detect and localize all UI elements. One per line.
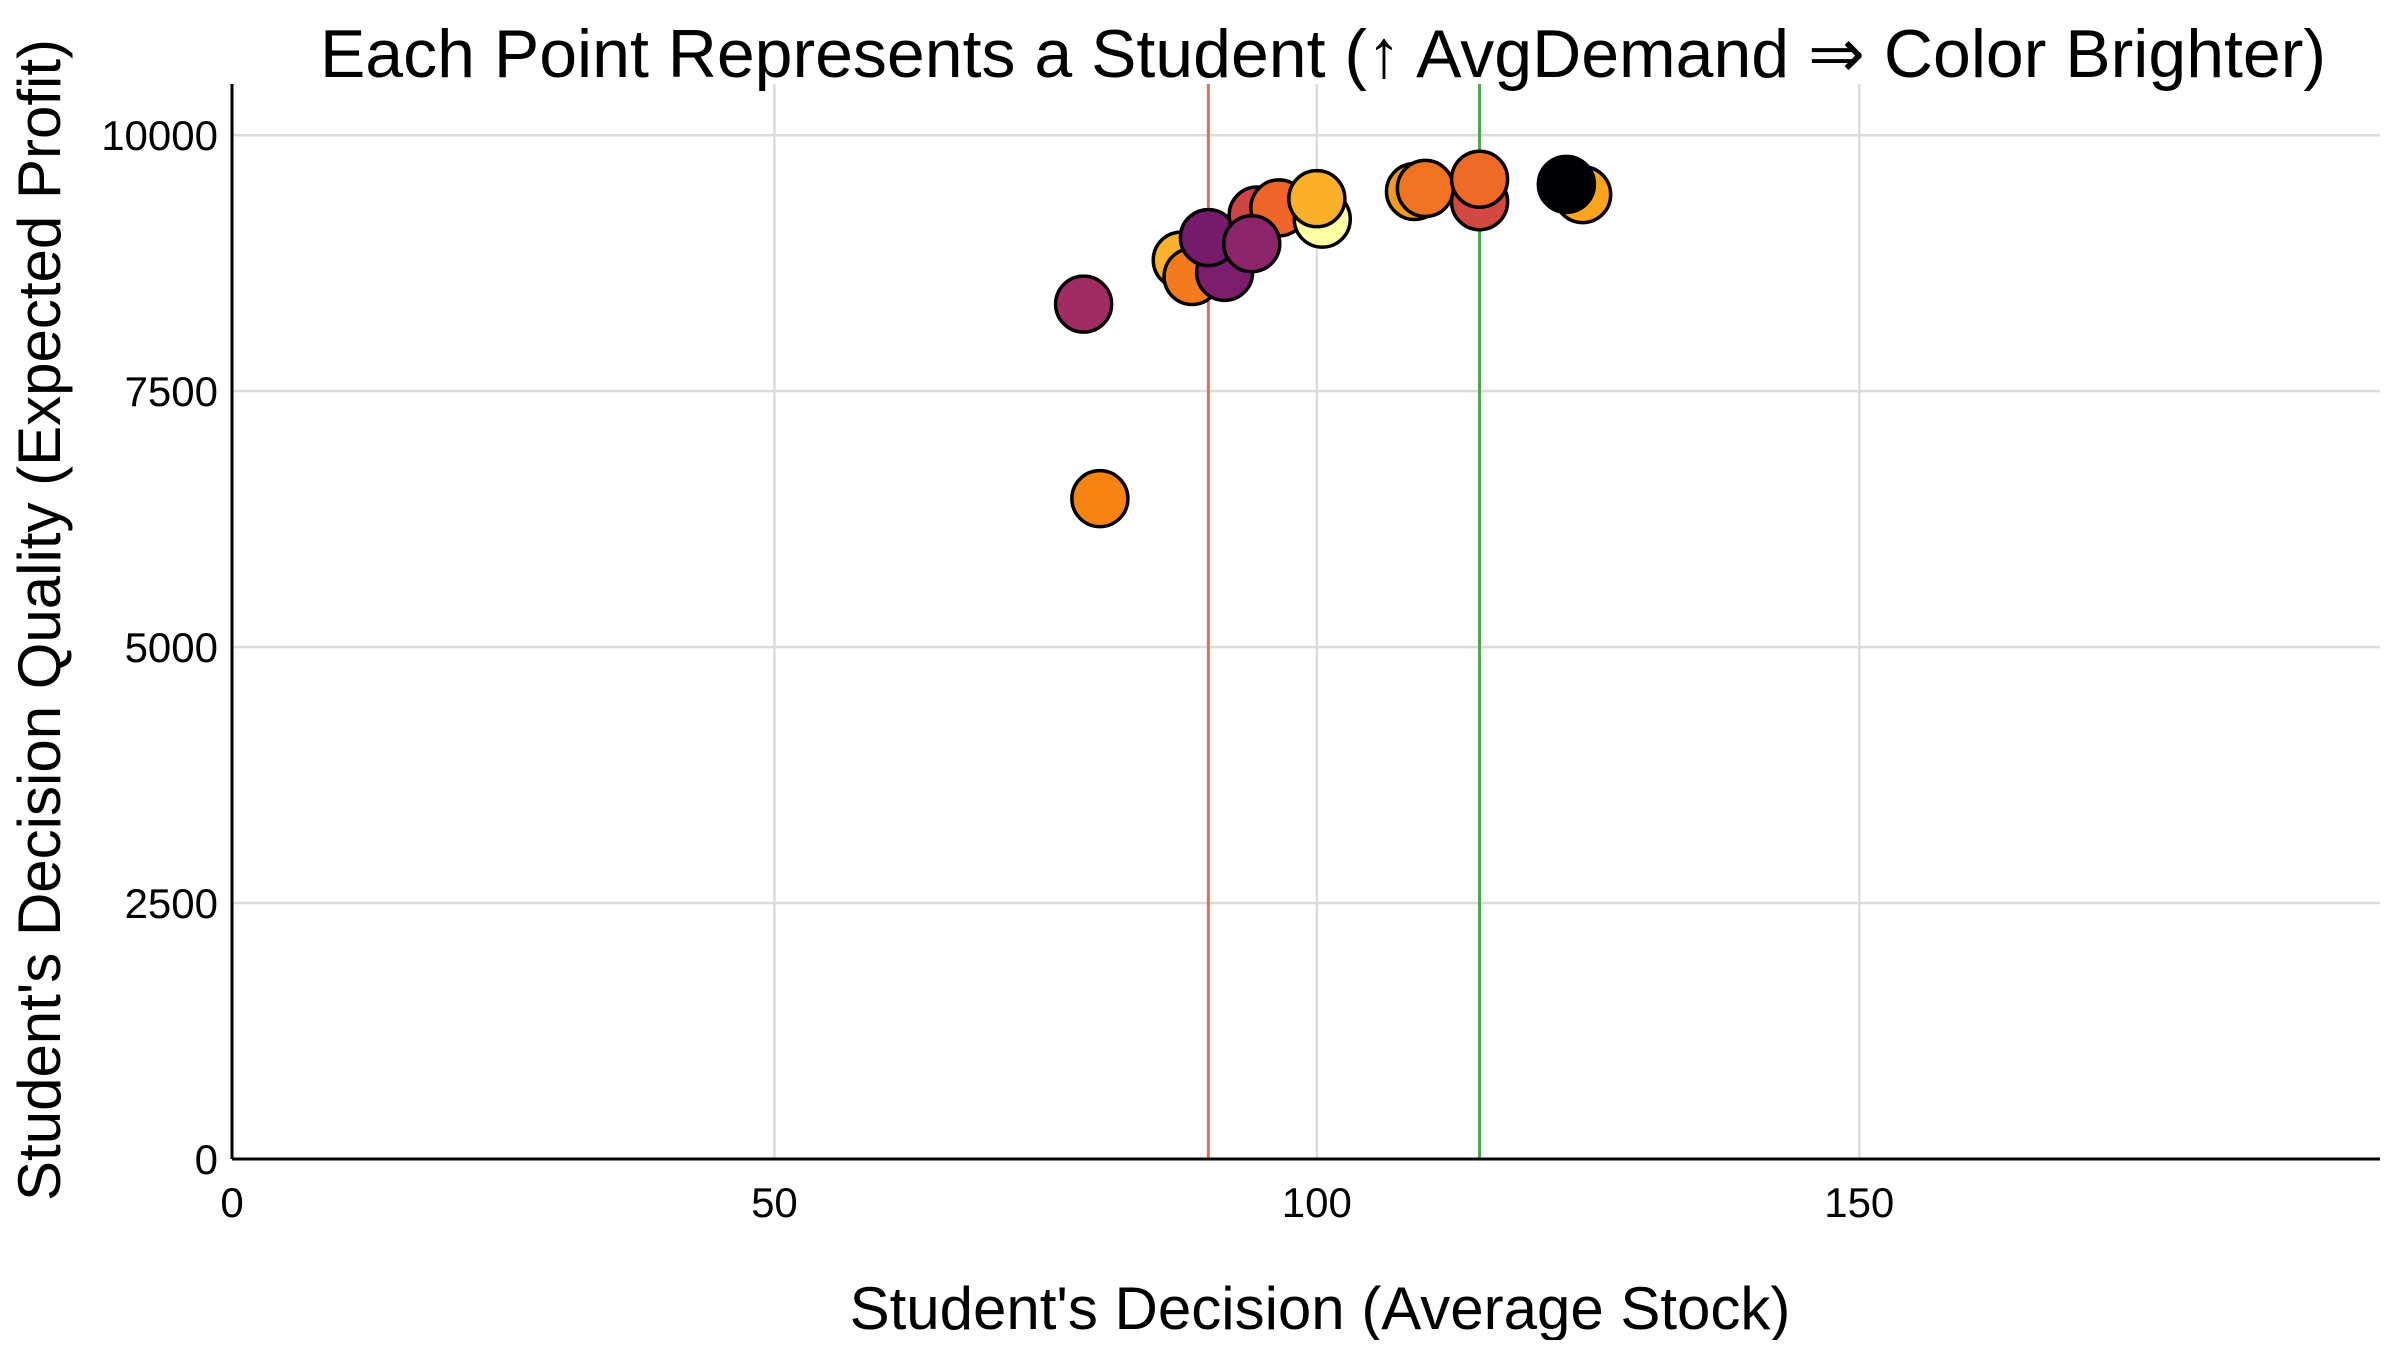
chart-title: Each Point Represents a Student (↑ AvgDe…: [320, 16, 2326, 92]
y-tick-label: 5000: [125, 624, 218, 671]
y-tick-label: 7500: [125, 368, 218, 415]
x-tick-label: 100: [1282, 1179, 1352, 1226]
x-tick-label: 150: [1824, 1179, 1894, 1226]
data-point: [1395, 158, 1456, 219]
x-tick-label: 50: [751, 1179, 798, 1226]
data-point: [1222, 213, 1282, 274]
y-axis-label: Student's Decision Quality (Expected Pro…: [6, 39, 73, 1201]
data-point: [1449, 149, 1510, 209]
data-point: [1536, 154, 1597, 215]
data-point: [1287, 168, 1347, 229]
data-point: [1070, 468, 1130, 529]
y-tick-label: 2500: [125, 880, 218, 927]
data-point: [1053, 274, 1114, 334]
y-tick-label: 0: [195, 1136, 218, 1183]
data-points: [1053, 149, 1613, 529]
grid-layer: [232, 84, 2380, 1159]
x-tick-label: 0: [220, 1179, 243, 1226]
y-tick-label: 10000: [101, 112, 218, 159]
axes: [230, 84, 2380, 1161]
x-axis-label: Student's Decision (Average Stock): [850, 1275, 1791, 1340]
tick-labels: 0 50 100 150 0 2500 5000 7500 10000: [101, 112, 1894, 1226]
